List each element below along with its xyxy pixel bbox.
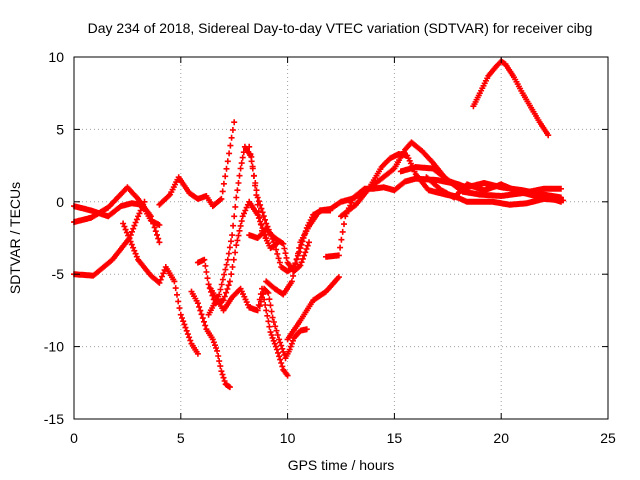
y-tick-label: 5 xyxy=(56,121,64,137)
chart-title: Day 234 of 2018, Sidereal Day-to-day VTE… xyxy=(88,20,593,36)
x-tick-label: 15 xyxy=(387,430,403,446)
y-tick-label: 10 xyxy=(48,49,64,65)
x-tick-label: 10 xyxy=(280,430,296,446)
axis-ticks: 0 5 10 15 20 25 -15 -10 -5 0 5 10 xyxy=(44,49,616,446)
x-tick-label: 0 xyxy=(70,430,78,446)
x-axis-label: GPS time / hours xyxy=(288,457,395,473)
series-sat-track-4 xyxy=(120,220,201,357)
series-sat-track-2 xyxy=(71,200,163,228)
series-markers xyxy=(284,274,342,343)
series-sat-track-10 xyxy=(256,285,310,362)
series-sat-track-14 xyxy=(284,274,342,343)
y-tick-label: -15 xyxy=(44,411,64,427)
series-markers xyxy=(156,119,238,210)
series-sat-track-6 xyxy=(188,288,233,391)
x-tick-label: 25 xyxy=(600,430,616,446)
x-tick-label: 5 xyxy=(177,430,185,446)
series-markers xyxy=(434,188,567,208)
series-sat-track-20 xyxy=(434,188,567,208)
series-markers xyxy=(188,288,233,391)
y-tick-label: -10 xyxy=(44,339,64,355)
series-markers xyxy=(263,195,355,298)
y-tick-label: -5 xyxy=(52,266,65,282)
series-markers xyxy=(207,285,291,379)
data-series xyxy=(71,58,567,391)
plot-frame xyxy=(73,56,609,420)
series-sat-track-5 xyxy=(156,119,238,210)
series-sat-track-21 xyxy=(470,58,552,139)
y-axis-label: SDTVAR / TECUs xyxy=(7,182,23,294)
series-markers xyxy=(120,220,201,357)
series-sat-track-7 xyxy=(194,198,270,307)
series-markers xyxy=(194,198,270,307)
y-tick-label: 0 xyxy=(56,194,64,210)
series-markers xyxy=(470,58,552,139)
x-tick-label: 20 xyxy=(493,430,509,446)
series-markers xyxy=(256,285,310,362)
series-sat-track-13 xyxy=(263,195,355,298)
series-markers xyxy=(71,200,163,228)
series-sat-track-9 xyxy=(207,285,291,379)
